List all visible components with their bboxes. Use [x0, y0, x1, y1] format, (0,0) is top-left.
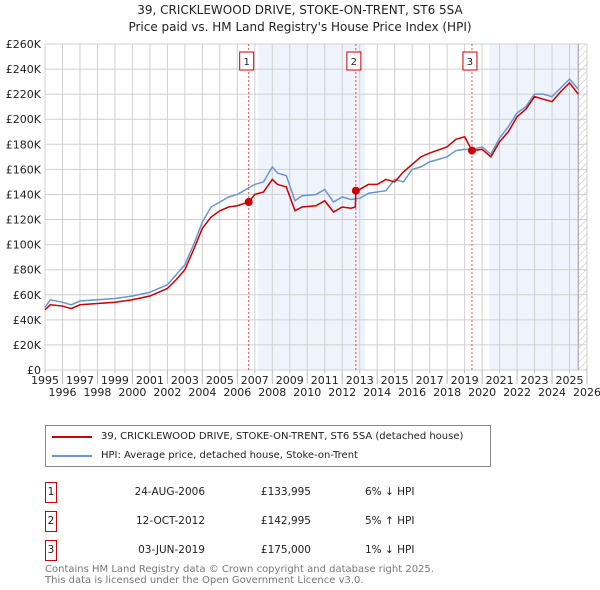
- sale-row: 3 03-JUN-2019 £175,000 1% ↓ HPI: [45, 540, 445, 562]
- footer: Contains HM Land Registry data © Crown c…: [45, 564, 434, 586]
- x-tick-label: 2007: [241, 374, 269, 387]
- x-tick-label: 2017: [416, 374, 444, 387]
- shaded-period: [258, 44, 365, 370]
- sale-hpi-diff: 1% ↓ HPI: [365, 544, 415, 556]
- x-tick-label: 2012: [328, 386, 356, 399]
- x-tick-label: 2006: [223, 386, 251, 399]
- x-tick-label: 2005: [206, 374, 234, 387]
- legend: 39, CRICKLEWOOD DRIVE, STOKE-ON-TRENT, S…: [45, 425, 491, 467]
- sale-marker-number: 3: [467, 57, 473, 68]
- red-line-swatch: [52, 435, 92, 438]
- y-tick-label: £60K: [13, 289, 42, 302]
- sale-point: [244, 197, 253, 206]
- x-tick-label: 2008: [258, 386, 286, 399]
- x-tick-label: 2021: [486, 374, 514, 387]
- y-tick-label: £220K: [6, 88, 42, 101]
- legend-item-property: 39, CRICKLEWOOD DRIVE, STOKE-ON-TRENT, S…: [52, 431, 463, 442]
- y-tick-label: £80K: [13, 264, 42, 277]
- sale-row: 1 24-AUG-2006 £133,995 6% ↓ HPI: [45, 482, 445, 504]
- y-tick-label: £100K: [6, 239, 42, 252]
- x-tick-label: 2013: [346, 374, 374, 387]
- sale-marker-box: [239, 51, 255, 71]
- x-tick-label: 2024: [538, 386, 566, 399]
- sale-date: 24-AUG-2006: [134, 486, 205, 498]
- y-tick-label: £0: [27, 364, 41, 377]
- y-tick-label: £160K: [6, 163, 42, 176]
- x-tick-label: 2020: [468, 386, 496, 399]
- y-tick-label: £240K: [6, 63, 42, 76]
- x-tick-label: 2015: [381, 374, 409, 387]
- sale-date: 03-JUN-2019: [138, 544, 205, 556]
- shaded-period: [489, 44, 579, 370]
- x-tick-label: 1996: [48, 386, 76, 399]
- chart-title: 39, CRICKLEWOOD DRIVE, STOKE-ON-TRENT, S…: [137, 3, 463, 17]
- sale-number: 1: [45, 482, 57, 503]
- sale-hpi-diff: 6% ↓ HPI: [365, 486, 415, 498]
- sale-row: 2 12-OCT-2012 £142,995 5% ↑ HPI: [45, 511, 445, 533]
- x-tick-label: 2003: [171, 374, 199, 387]
- sale-marker-box: [462, 51, 478, 71]
- sale-point: [467, 146, 476, 155]
- x-tick-label: 1999: [101, 374, 129, 387]
- y-tick-label: £200K: [6, 113, 42, 126]
- y-tick-label: £120K: [6, 214, 42, 227]
- footer-copyright: Contains HM Land Registry data © Crown c…: [45, 564, 434, 575]
- y-tick-label: £40K: [13, 314, 42, 327]
- legend-label: HPI: Average price, detached house, Stok…: [101, 450, 358, 461]
- sale-marker-box: [346, 51, 362, 71]
- x-tick-label: 2019: [451, 374, 479, 387]
- sale-number: 2: [45, 511, 57, 532]
- sale-price: £133,995: [260, 486, 311, 498]
- x-tick-label: 2016: [398, 386, 426, 399]
- x-tick-label: 2023: [521, 374, 549, 387]
- y-tick-label: £260K: [6, 38, 42, 51]
- sale-number: 3: [45, 540, 57, 561]
- x-tick-label: 2014: [363, 386, 391, 399]
- x-tick-label: 1997: [66, 374, 94, 387]
- y-tick-label: £140K: [6, 188, 42, 201]
- sale-marker-number: 2: [351, 57, 357, 68]
- legend-item-hpi: HPI: Average price, detached house, Stok…: [52, 450, 358, 461]
- x-tick-label: 2009: [276, 374, 304, 387]
- x-tick-label: 2004: [188, 386, 216, 399]
- x-tick-label: 2002: [153, 386, 181, 399]
- sale-marker-number: 1: [243, 57, 249, 68]
- x-tick-label: 1995: [31, 374, 59, 387]
- x-tick-label: 2025: [556, 374, 584, 387]
- x-tick-label: 2026: [573, 386, 600, 399]
- sale-date: 12-OCT-2012: [136, 515, 205, 527]
- price-chart: 1995199619971998199920002001200220032004…: [6, 38, 600, 399]
- blue-line-swatch: [52, 454, 92, 457]
- series-line: [44, 78, 579, 308]
- forecast-hatch: [578, 44, 587, 370]
- x-tick-label: 2018: [433, 386, 461, 399]
- y-tick-label: £180K: [6, 138, 42, 151]
- x-tick-label: 2022: [503, 386, 531, 399]
- sale-price: £175,000: [260, 544, 311, 556]
- x-tick-label: 2011: [311, 374, 339, 387]
- sale-hpi-diff: 5% ↑ HPI: [365, 515, 415, 527]
- y-tick-label: £20K: [13, 339, 42, 352]
- series-line: [44, 81, 579, 311]
- legend-label: 39, CRICKLEWOOD DRIVE, STOKE-ON-TRENT, S…: [101, 431, 464, 442]
- x-tick-label: 2010: [293, 386, 321, 399]
- sale-point: [351, 186, 360, 195]
- x-tick-label: 2000: [118, 386, 146, 399]
- footer-licence: This data is licensed under the Open Gov…: [45, 575, 364, 586]
- x-tick-label: 2001: [136, 374, 164, 387]
- chart-subtitle: Price paid vs. HM Land Registry's House …: [128, 20, 472, 34]
- sale-price: £142,995: [260, 515, 311, 527]
- x-tick-label: 1998: [83, 386, 111, 399]
